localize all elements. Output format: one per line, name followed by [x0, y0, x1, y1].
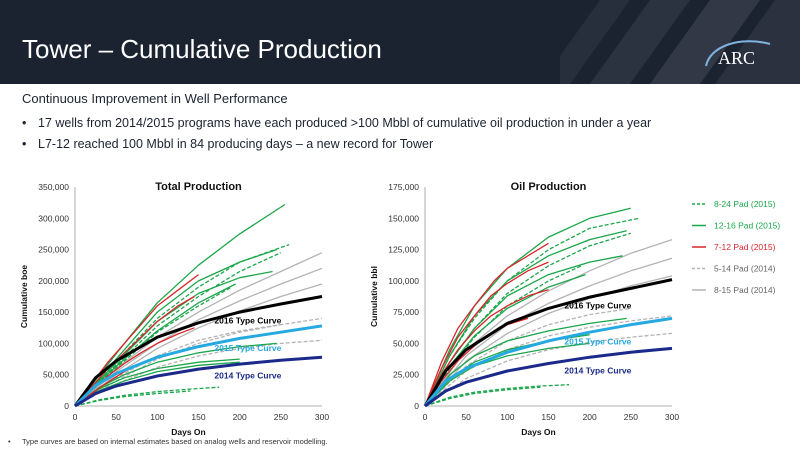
y-tick-label: 50,000 [43, 370, 69, 380]
well-line [424, 232, 631, 407]
type-curve-line [424, 346, 673, 408]
legend-label: 12-16 Pad (2015) [714, 221, 780, 231]
well-line [424, 386, 541, 407]
bullet-item: • 17 wells from 2014/2015 programs have e… [22, 116, 651, 137]
y-tick-label: 100,000 [38, 338, 69, 348]
legend-label: 8-15 Pad (2014) [714, 285, 776, 295]
y-tick-label: 25,000 [393, 370, 419, 380]
type-curve-line [423, 316, 673, 407]
x-tick-label: 0 [423, 412, 428, 422]
y-tick-label: 125,000 [388, 245, 419, 255]
x-tick-label: 150 [191, 412, 205, 422]
well-line [424, 342, 590, 407]
x-tick-label: 150 [541, 412, 555, 422]
well-line [74, 390, 191, 407]
well-line [74, 324, 281, 407]
arc-logo: ARC [705, 40, 771, 68]
x-tick-label: 200 [233, 412, 247, 422]
y-tick-label: 0 [414, 401, 419, 411]
x-axis-label: Days On [171, 427, 206, 437]
type-curve-line [423, 278, 673, 407]
legend-label: 5-14 Pad (2014) [714, 264, 776, 274]
bullet-list: • 17 wells from 2014/2015 programs have e… [22, 116, 651, 158]
well-line [424, 317, 627, 407]
legend-label: 7-12 Pad (2015) [714, 242, 776, 252]
x-tick-label: 100 [500, 412, 514, 422]
y-tick-label: 150,000 [388, 213, 419, 223]
y-tick-label: 250,000 [38, 245, 69, 255]
well-line [424, 257, 673, 407]
well-line [424, 217, 640, 407]
footnote-marker: • [8, 437, 11, 446]
slide-subtitle: Continuous Improvement in Well Performan… [22, 91, 288, 106]
y-axis-label: Cumulative bbl [369, 266, 379, 327]
y-tick-label: 0 [64, 401, 69, 411]
chart-title: Oil Production [511, 181, 587, 193]
production-charts: 0 50,000 100,000 150,000 200,000 250,000 300,0… [19, 181, 780, 437]
x-tick-label: 250 [624, 412, 638, 422]
well-line [424, 307, 631, 407]
y-tick-label: 175,000 [388, 182, 419, 192]
well-line [424, 242, 549, 407]
well-line [424, 261, 549, 407]
well-line [424, 275, 673, 407]
y-tick-label: 350,000 [38, 182, 69, 192]
legend-label: 8-24 Pad (2015) [714, 199, 776, 209]
type-curve-label: 2015 Type Curve [214, 343, 281, 353]
logo-text: ARC [718, 48, 755, 68]
type-curve-line [74, 355, 323, 408]
type-curve-label: 2014 Type Curve [214, 370, 281, 380]
y-tick-label: 300,000 [38, 213, 69, 223]
x-tick-label: 200 [583, 412, 597, 422]
x-tick-label: 300 [665, 412, 679, 422]
x-axis-label: Days On [521, 427, 556, 437]
well-line [74, 339, 323, 407]
well-line [74, 267, 323, 407]
x-tick-label: 0 [73, 412, 78, 422]
chart-title: Total Production [155, 181, 242, 193]
type-curve-label: 2014 Type Curve [564, 365, 631, 375]
y-tick-label: 50,000 [393, 338, 419, 348]
well-line [424, 384, 570, 407]
footnote-text: Type curves are based on internal estima… [22, 437, 328, 446]
x-tick-label: 250 [274, 412, 288, 422]
well-line [74, 252, 282, 407]
type-curve-label: 2016 Type Curve [564, 300, 631, 310]
type-curve-label: 2015 Type Curve [564, 337, 631, 347]
x-tick-label: 300 [315, 412, 329, 422]
well-line [424, 332, 673, 407]
page-title: Tower – Cumulative Production [22, 34, 382, 64]
bullet-item: • L7-12 reached 100 Mbbl in 84 producing … [22, 137, 651, 158]
bullet-text: L7-12 reached 100 Mbbl in 84 producing d… [38, 137, 434, 151]
well-line [74, 386, 220, 407]
x-tick-label: 50 [111, 412, 121, 422]
type-curve-line [73, 324, 323, 408]
y-axis-label: Cumulative boe [19, 265, 29, 329]
well-line [74, 295, 195, 407]
y-tick-label: 75,000 [393, 307, 419, 317]
y-tick-label: 200,000 [38, 276, 69, 286]
type-curve-line [73, 295, 323, 407]
y-tick-label: 150,000 [38, 307, 69, 317]
x-tick-label: 50 [461, 412, 471, 422]
y-tick-label: 100,000 [388, 276, 419, 286]
well-line [424, 265, 582, 407]
x-tick-label: 100 [150, 412, 164, 422]
slide-header: Tower – Cumulative Production ARC [0, 0, 800, 84]
type-curve-label: 2016 Type Curve [214, 315, 281, 325]
footnote: • Type curves are based on internal estim… [8, 437, 328, 446]
bullet-marker: • [22, 116, 27, 130]
bullet-marker: • [22, 137, 27, 151]
bullet-text: 17 wells from 2014/2015 programs have ea… [38, 116, 652, 130]
well-line [74, 286, 232, 407]
